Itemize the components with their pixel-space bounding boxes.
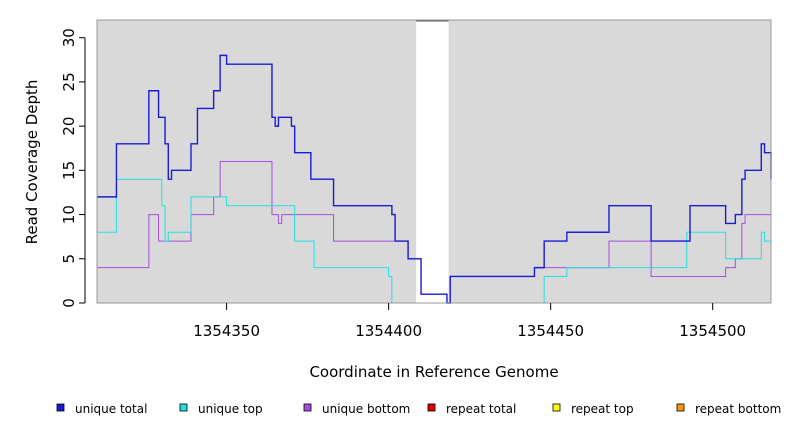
legend-item: unique total <box>56 402 147 416</box>
legend-label: unique bottom <box>322 402 410 416</box>
series-line-unique-top <box>97 178 771 304</box>
y-tick-label: 0 <box>60 298 78 308</box>
x-tick-label: 1354450 <box>517 322 584 340</box>
x-axis-label: Coordinate in Reference Genome <box>309 363 558 381</box>
legend-swatch <box>56 403 65 412</box>
legend-label: unique total <box>75 402 147 416</box>
legend-label: repeat top <box>571 402 634 416</box>
y-axis-label: Read Coverage Depth <box>23 80 41 245</box>
coverage-gap <box>416 20 449 303</box>
legend-item: repeat total <box>427 402 516 416</box>
legend-swatch <box>179 403 188 412</box>
legend-label: repeat bottom <box>695 402 781 416</box>
y-axis: 0 5 10 15 20 25 30 <box>60 28 86 308</box>
plot-border <box>96 19 772 304</box>
legend-item: unique bottom <box>303 402 410 416</box>
series-line-unique-total <box>97 54 772 304</box>
legend: unique total unique top unique bottom repea… <box>56 402 781 416</box>
legend-item: unique top <box>179 402 263 416</box>
x-axis: 1354350 1354400 1354450 1354500 <box>193 303 746 340</box>
legend-label: repeat total <box>446 402 516 416</box>
x-tick-label: 1354400 <box>355 322 422 340</box>
y-tick-label: 25 <box>60 72 78 91</box>
y-tick-label: 15 <box>60 161 78 180</box>
legend-swatch <box>427 403 436 412</box>
y-tick-label: 30 <box>60 28 78 47</box>
legend-item: repeat bottom <box>676 402 781 416</box>
x-tick-label: 1354350 <box>193 322 260 340</box>
legend-item: repeat top <box>552 402 634 416</box>
legend-swatch <box>552 403 561 412</box>
x-tick-label: 1354500 <box>679 322 746 340</box>
legend-swatch <box>676 403 685 412</box>
legend-label: unique top <box>198 402 263 416</box>
y-tick-label: 20 <box>60 117 78 136</box>
legend-swatch <box>303 403 312 412</box>
y-tick-label: 10 <box>60 205 78 224</box>
y-tick-label: 5 <box>60 254 78 264</box>
